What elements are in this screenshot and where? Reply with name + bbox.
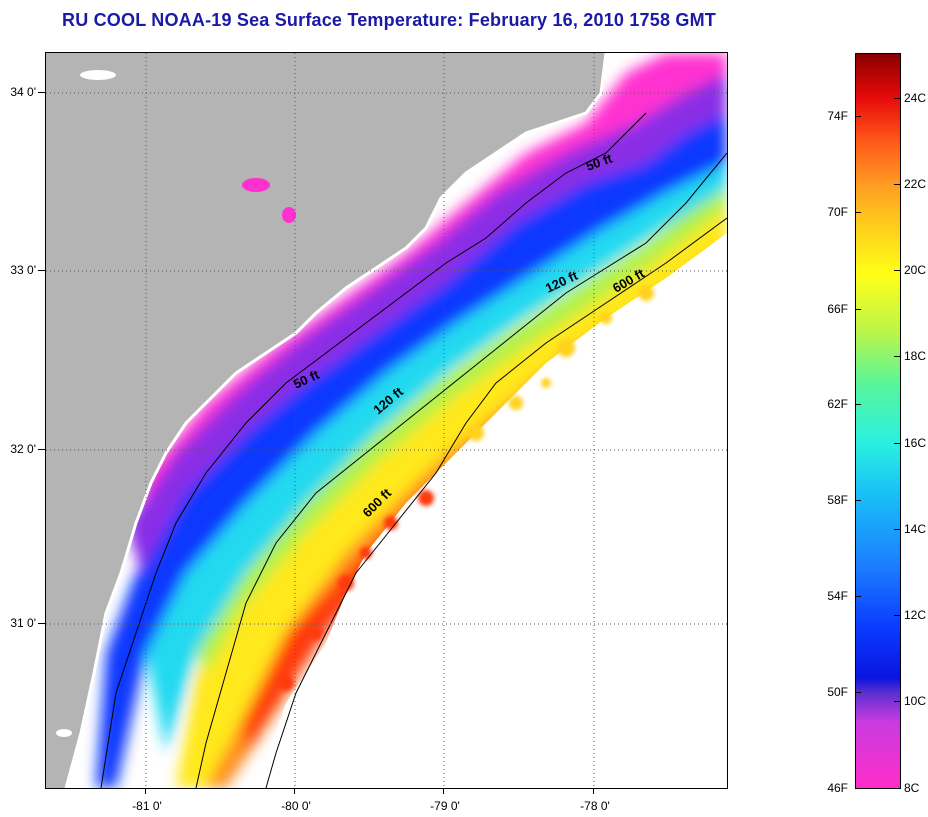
colorbar-label-74f: 74F [827,109,848,123]
colorbar-label-16c: 16C [904,436,927,450]
lat-label-33: 33 0' [10,263,36,277]
coastline [64,53,608,788]
colorbar-label-24c: 24C [904,91,927,105]
inland-lakes [56,70,296,737]
cloud-mask [256,233,727,788]
land-mass [46,53,606,788]
colorbar-label-8c: 8C [904,781,920,795]
sst-purple-band [126,63,727,573]
colorbar-label-54f: 54F [827,589,848,603]
colorbar-label-10c: 10C [904,694,927,708]
colorbar-label-58f: 58F [827,493,848,507]
lon-label-81: -81 0' [132,799,162,813]
colorbar-label-14c: 14C [904,522,927,536]
lat-label-31: 31 0' [10,616,36,630]
colorbar-label-50f: 50F [827,685,848,699]
colorbar-label-20c: 20C [904,263,927,277]
lon-label-79: -79 0' [430,799,460,813]
bathymetry-contours [100,112,727,788]
colorbar-label-70f: 70F [827,205,848,219]
sst-green-band [196,183,727,673]
temperature-colorbar [855,53,901,789]
colorbar-label-46f: 46F [827,781,848,795]
lon-label-80: -80 0' [281,799,311,813]
sst-cyan-band [146,163,727,753]
sst-map-image: 50 ft 120 ft 600 ft 50 ft 120 ft 600 ft [46,53,727,788]
colorbar-label-66f: 66F [827,302,848,316]
colorbar-label-12c: 12C [904,608,927,622]
lon-label-78: -78 0' [580,799,610,813]
sst-blue-band [96,113,727,788]
colorbar-label-22c: 22C [904,177,927,191]
graticule [46,53,727,788]
sst-yellow-band [176,203,727,788]
map-title: RU COOL NOAA-19 Sea Surface Temperature:… [62,10,716,30]
sst-map[interactable]: 50 ft 120 ft 600 ft 50 ft 120 ft 600 ft [45,52,728,789]
colorbar-label-62f: 62F [827,397,848,411]
colorbar-label-18c: 18C [904,349,927,363]
lat-label-32: 32 0' [10,442,36,456]
lat-label-34: 34 0' [10,85,36,99]
sst-magenta-nearshore [136,53,727,513]
